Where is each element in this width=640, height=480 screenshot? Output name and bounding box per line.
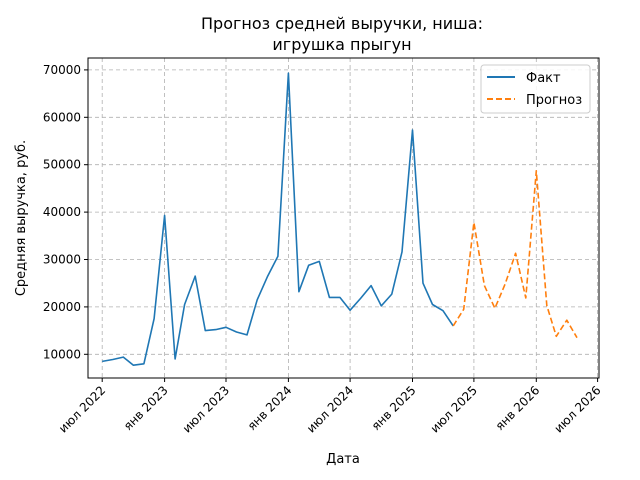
chart-subtitle: игрушка прыгун (272, 35, 411, 54)
y-tick-label: 70000 (43, 63, 81, 77)
x-axis-label: Дата (326, 452, 360, 467)
legend-label-fact: Факт (526, 71, 561, 86)
legend-label-forecast: Прогноз (526, 93, 582, 108)
y-tick-label: 50000 (43, 158, 81, 172)
series-line-fact (102, 72, 454, 366)
plot-frame (87, 57, 600, 379)
series-line-forecast (452, 170, 578, 339)
chart-title: Прогноз средней выручки, ниша: (201, 14, 483, 33)
y-tick-label: 10000 (43, 347, 81, 361)
y-axis-label: Средняя выручка, руб. (14, 140, 29, 296)
y-axis: 10000 20000 30000 40000 50000 60000 70000 (43, 63, 88, 361)
y-tick-label: 20000 (43, 300, 81, 314)
legend: Факт Прогноз (480, 64, 591, 114)
series-layer (102, 72, 578, 366)
y-tick-label: 60000 (43, 110, 81, 124)
y-tick-label: 30000 (43, 253, 81, 267)
y-tick-label: 40000 (43, 205, 81, 219)
grid-lines (88, 58, 599, 378)
